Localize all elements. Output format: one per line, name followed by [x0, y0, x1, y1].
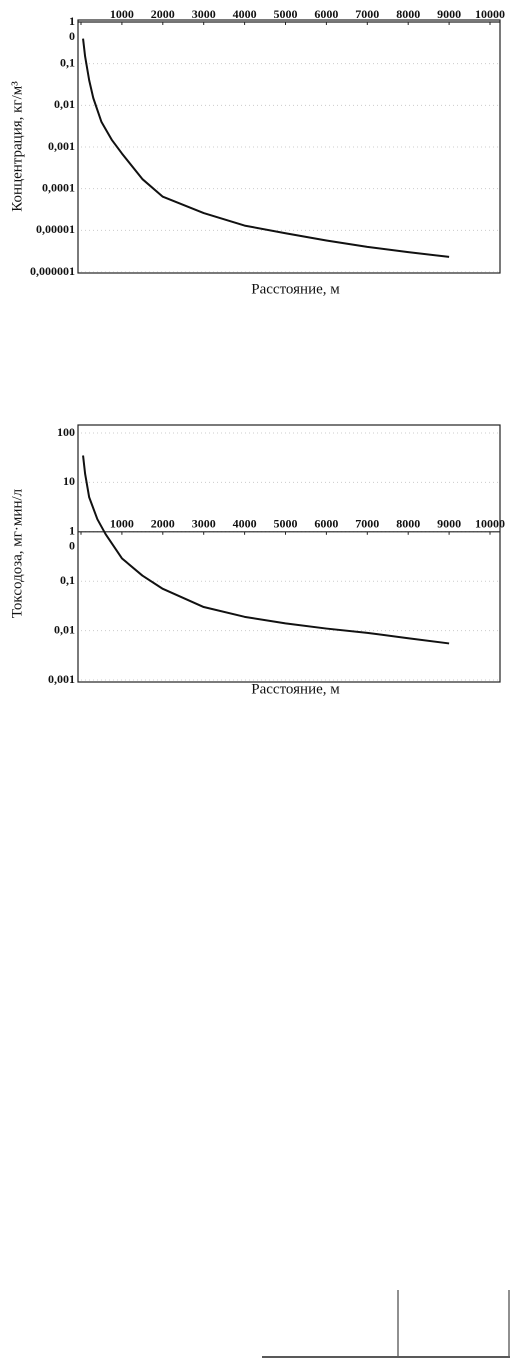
x-tick-label: 3000 — [192, 517, 216, 531]
y-tick-label: 100 — [57, 425, 75, 439]
x-tick-label: 5000 — [274, 517, 298, 531]
x-axis-label: Расстояние, м — [251, 681, 340, 697]
x-tick-label: 10000 — [475, 517, 505, 531]
x-tick-label: 0 — [69, 539, 75, 553]
y-tick-label: 10 — [63, 474, 75, 488]
x-tick-label: 0 — [69, 29, 75, 43]
x-tick-label: 1000 — [110, 517, 134, 531]
plot-frame — [77, 19, 501, 274]
y-tick-label: 0,1 — [60, 573, 75, 587]
data-line — [82, 38, 450, 258]
y-tick-label: 0,0001 — [42, 180, 75, 194]
x-tick-label: 4000 — [233, 7, 257, 21]
x-tick-label: 2000 — [151, 517, 175, 531]
x-tick-label: 3000 — [192, 7, 216, 21]
y-tick-label: 0,001 — [48, 672, 75, 686]
x-tick-label: 6000 — [314, 7, 338, 21]
x-tick-label: 7000 — [355, 517, 379, 531]
x-tick-label: 7000 — [355, 7, 379, 21]
x-tick-label: 8000 — [396, 7, 420, 21]
y-tick-label: 0,01 — [54, 622, 75, 636]
x-tick-label: 6000 — [314, 517, 338, 531]
x-tick-label: 5000 — [274, 7, 298, 21]
y-tick-label: 1 — [69, 14, 75, 28]
x-tick-label: 4000 — [233, 517, 257, 531]
x-tick-label: 8000 — [396, 517, 420, 531]
x-tick-label: 1000 — [110, 7, 134, 21]
x-tick-label: 10000 — [475, 7, 505, 21]
y-axis-label: Концентрация, кг/м³ — [9, 81, 25, 212]
x-tick-label: 2000 — [151, 7, 175, 21]
x-axis-label: Расстояние, м — [251, 281, 340, 297]
y-tick-label: 0,01 — [54, 97, 75, 111]
y-tick-label: 1 — [69, 524, 75, 538]
y-tick-label: 0,00001 — [36, 222, 75, 236]
x-tick-label: 9000 — [437, 517, 461, 531]
plot-frame — [77, 424, 501, 683]
x-tick-label: 9000 — [437, 7, 461, 21]
y-tick-label: 0,000001 — [30, 264, 75, 278]
y-tick-label: 0,1 — [60, 55, 75, 69]
y-axis-label: Токсодоза, мг·мин/л — [9, 488, 25, 618]
y-tick-label: 0,001 — [48, 139, 75, 153]
data-line — [82, 455, 450, 645]
